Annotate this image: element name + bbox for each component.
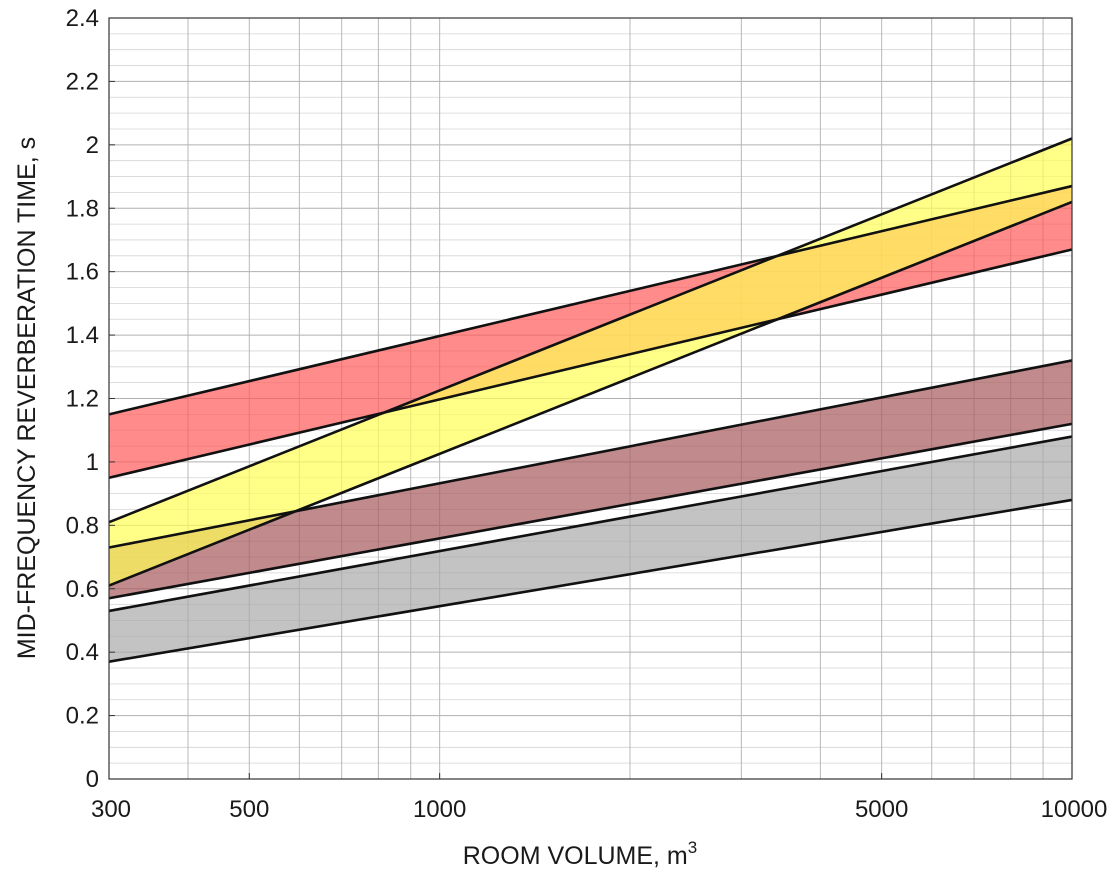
x-tick-label: 5000: [855, 796, 908, 823]
x-tick-label: 1000: [413, 796, 466, 823]
x-axis-title-text: ROOM VOLUME, m: [463, 842, 688, 870]
y-tick-label: 0.8: [66, 512, 99, 539]
band-4-lower-edge: [108, 200, 1073, 587]
band-4-upper-edge: [108, 137, 1073, 524]
y-tick-label: 0: [86, 766, 99, 793]
x-tick-label: 500: [229, 796, 269, 823]
y-tick-label: 2.4: [66, 5, 99, 32]
band-2-upper-edge: [108, 359, 1073, 549]
data-bands: [108, 137, 1073, 663]
x-tick-label: 300: [91, 796, 131, 823]
x-tick-label: 10000: [1041, 796, 1108, 823]
band-1-upper-edge: [108, 435, 1073, 613]
y-tick-label: 1: [86, 449, 99, 476]
band-fill-1: [109, 436, 1072, 662]
band-2-lower-edge: [108, 422, 1073, 600]
y-tick-label: 2: [86, 132, 99, 159]
y-tick-label: 0.2: [66, 703, 99, 730]
y-tick-label: 1.8: [66, 195, 99, 222]
band-3-upper-edge: [108, 184, 1073, 416]
y-axis-title: MID-FREQUENCY REVERBERATION TIME, s: [13, 137, 41, 659]
x-axis-title: ROOM VOLUME, m3: [463, 838, 697, 870]
y-tick-label: 1.2: [66, 386, 99, 413]
y-tick-label: 1.6: [66, 259, 99, 286]
y-tick-label: 0.4: [66, 639, 99, 666]
band-fill-2: [109, 360, 1072, 599]
band-3-lower-edge: [108, 248, 1073, 480]
axis-ticks: 0 0.2 0.4 0.6 0.8 1 1.2 1.4 1.6 1.8 2 2.2 2.4 300 500 1…: [66, 5, 1108, 823]
band-1-lower-edge: [108, 498, 1073, 663]
band-fill-4: [109, 138, 1072, 586]
y-tick-label: 0.6: [66, 576, 99, 603]
y-tick-label: 1.4: [66, 322, 99, 349]
x-axis-title-superscript: 3: [688, 838, 697, 857]
y-tick-label: 2.2: [66, 68, 99, 95]
